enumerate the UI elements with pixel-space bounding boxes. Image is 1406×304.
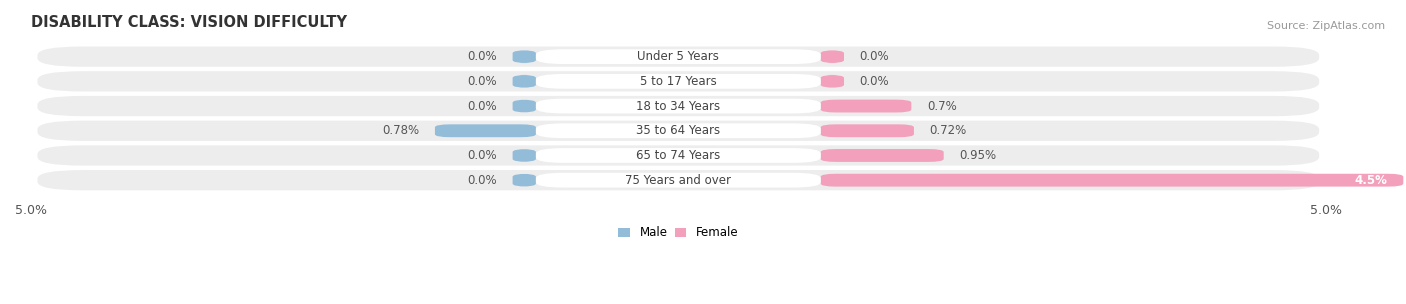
FancyBboxPatch shape <box>536 99 821 113</box>
Text: 35 to 64 Years: 35 to 64 Years <box>637 124 720 137</box>
Text: 0.0%: 0.0% <box>467 50 498 63</box>
Text: DISABILITY CLASS: VISION DIFFICULTY: DISABILITY CLASS: VISION DIFFICULTY <box>31 15 347 30</box>
FancyBboxPatch shape <box>536 123 821 138</box>
FancyBboxPatch shape <box>513 100 536 112</box>
Text: 18 to 34 Years: 18 to 34 Years <box>637 99 720 112</box>
FancyBboxPatch shape <box>434 124 536 137</box>
Text: 0.0%: 0.0% <box>859 50 889 63</box>
Text: 5 to 17 Years: 5 to 17 Years <box>640 75 717 88</box>
Text: 0.0%: 0.0% <box>859 75 889 88</box>
Text: 4.5%: 4.5% <box>1355 174 1388 187</box>
FancyBboxPatch shape <box>38 121 1319 141</box>
Legend: Male, Female: Male, Female <box>613 222 744 244</box>
FancyBboxPatch shape <box>821 174 1403 187</box>
FancyBboxPatch shape <box>513 75 536 88</box>
FancyBboxPatch shape <box>821 124 914 137</box>
FancyBboxPatch shape <box>536 49 821 64</box>
Text: 0.95%: 0.95% <box>959 149 997 162</box>
Text: 0.78%: 0.78% <box>382 124 419 137</box>
FancyBboxPatch shape <box>536 173 821 188</box>
FancyBboxPatch shape <box>38 71 1319 92</box>
FancyBboxPatch shape <box>821 149 943 162</box>
FancyBboxPatch shape <box>38 170 1319 190</box>
FancyBboxPatch shape <box>38 96 1319 116</box>
Text: Under 5 Years: Under 5 Years <box>637 50 720 63</box>
Text: 75 Years and over: 75 Years and over <box>626 174 731 187</box>
Text: 0.0%: 0.0% <box>467 99 498 112</box>
Text: Source: ZipAtlas.com: Source: ZipAtlas.com <box>1267 21 1385 31</box>
FancyBboxPatch shape <box>821 75 844 88</box>
Text: 0.7%: 0.7% <box>927 99 956 112</box>
FancyBboxPatch shape <box>536 74 821 89</box>
Text: 0.0%: 0.0% <box>467 75 498 88</box>
Text: 0.0%: 0.0% <box>467 174 498 187</box>
FancyBboxPatch shape <box>513 50 536 63</box>
Text: 0.0%: 0.0% <box>467 149 498 162</box>
FancyBboxPatch shape <box>513 174 536 187</box>
FancyBboxPatch shape <box>821 100 911 112</box>
Text: 0.72%: 0.72% <box>929 124 967 137</box>
FancyBboxPatch shape <box>38 47 1319 67</box>
Text: 65 to 74 Years: 65 to 74 Years <box>636 149 720 162</box>
FancyBboxPatch shape <box>38 145 1319 166</box>
FancyBboxPatch shape <box>821 50 844 63</box>
FancyBboxPatch shape <box>536 148 821 163</box>
FancyBboxPatch shape <box>513 149 536 162</box>
